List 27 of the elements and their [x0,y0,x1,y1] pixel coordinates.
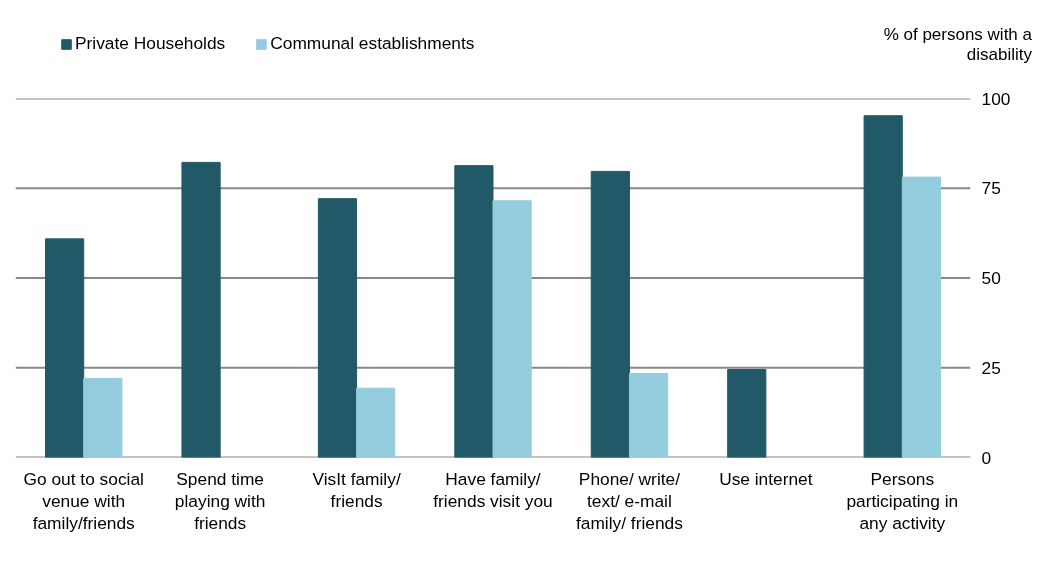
y-tick-label: 100 [981,88,1011,109]
x-tick-label: Go out to social venue with family/friends [23,468,144,533]
bar [356,387,396,458]
legend-label: Private Households [75,33,226,54]
bar [83,378,123,458]
x-tick-label: Spend time playing with friends [174,468,266,533]
bar [45,238,85,458]
y-tick-label: 0 [981,447,992,468]
bar [590,170,630,458]
x-tick-label: VisIt family/ friends [312,468,401,511]
x-tick-label: Use internet [719,468,813,489]
y-tick-label: 25 [981,357,1001,378]
bar [727,369,767,458]
x-tick-label: Phone/ write/ text/ e-mail family/ friends [575,468,684,533]
legend-label: Communal establishments [270,33,475,54]
bar [181,161,221,458]
bar [863,115,903,458]
bar [454,165,494,458]
y-tick-label: 75 [981,178,1001,199]
bar [901,176,941,458]
bar [628,372,669,458]
x-tick-label: Persons participating in any activity [846,468,959,533]
y-axis-title: % of persons with a disability [883,25,1032,66]
bar [492,200,532,458]
y-tick-label: 50 [981,268,1001,288]
x-tick-label: Have family/ friends visit you [433,468,553,511]
bar [317,198,358,458]
